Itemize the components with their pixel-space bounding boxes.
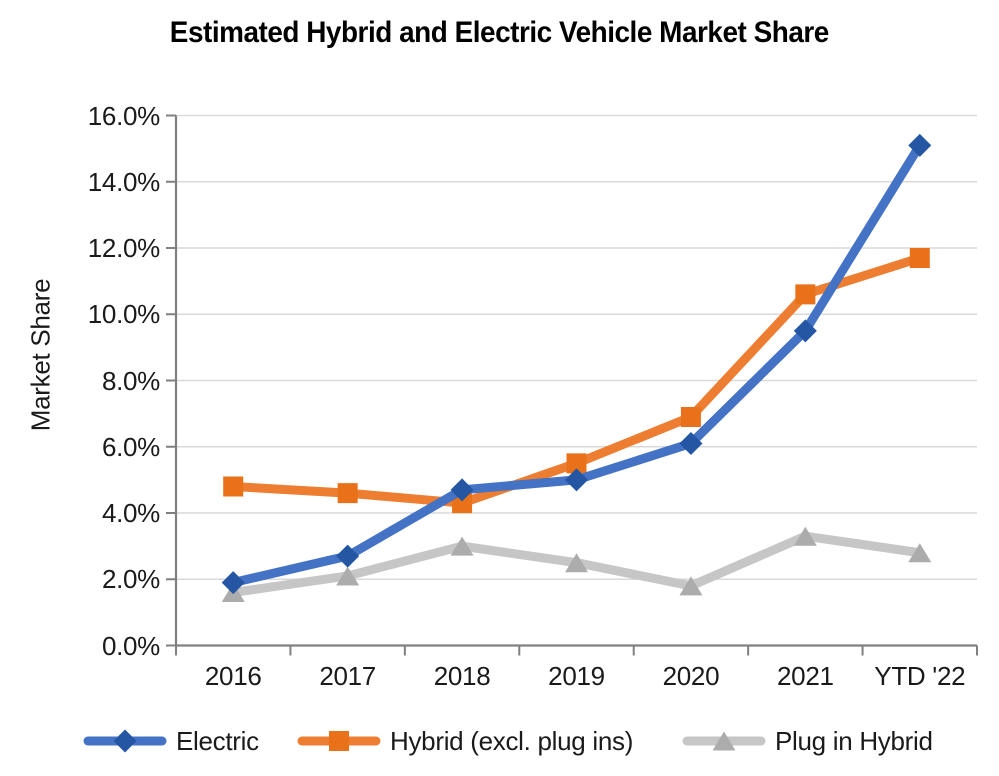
y-tick-label: 4.0% bbox=[101, 498, 160, 528]
data-point-electric-2017 bbox=[336, 544, 360, 568]
data-point-plug-in-hybrid-2021 bbox=[793, 526, 817, 546]
legend-swatch-diamond-icon bbox=[83, 729, 167, 753]
x-tick-label-2021: 2021 bbox=[777, 661, 834, 691]
data-point-electric-ytd-22 bbox=[908, 133, 932, 157]
data-point-plug-in-hybrid-2018 bbox=[450, 536, 474, 556]
data-point-hybrid-excl-plug-ins-2021 bbox=[795, 284, 816, 305]
legend-swatch-square-icon bbox=[297, 731, 381, 751]
y-tick-label: 12.0% bbox=[87, 233, 161, 263]
data-point-hybrid-excl-plug-ins-ytd-22 bbox=[909, 247, 930, 268]
data-point-electric-2016 bbox=[221, 571, 245, 595]
chart-legend: Electric Hybrid (excl. plug ins) Plug in H… bbox=[0, 721, 999, 761]
y-tick-label: 8.0% bbox=[101, 365, 160, 396]
legend-item-electric: Electric bbox=[83, 721, 259, 761]
data-point-hybrid-excl-plug-ins-2017 bbox=[337, 483, 358, 504]
x-tick-label-2016: 2016 bbox=[204, 661, 262, 691]
data-point-electric-2020 bbox=[679, 431, 703, 455]
y-tick-label: 10.0% bbox=[87, 299, 161, 330]
y-tick-label: 14.0% bbox=[87, 166, 161, 197]
y-tick-label: 6.0% bbox=[101, 431, 160, 462]
x-tick-label-2019: 2019 bbox=[548, 661, 605, 691]
chart-title: Estimated Hybrid and Electric Vehicle Ma… bbox=[0, 16, 999, 50]
data-point-electric-2019 bbox=[565, 468, 588, 492]
data-point-plug-in-hybrid-2020 bbox=[679, 576, 703, 596]
data-point-hybrid-excl-plug-ins-2016 bbox=[223, 476, 244, 497]
data-point-hybrid-excl-plug-ins-2019 bbox=[566, 453, 587, 474]
data-point-electric-2021 bbox=[793, 319, 817, 343]
y-tick-label: 0.0% bbox=[101, 630, 160, 661]
x-tick-label-2020: 2020 bbox=[662, 661, 720, 691]
series-line-electric bbox=[228, 140, 925, 588]
x-tick-label-2017: 2017 bbox=[319, 661, 376, 691]
legend-label: Plug in Hybrid bbox=[775, 725, 933, 756]
legend-item-hybrid-excl-plug-ins: Hybrid (excl. plug ins) bbox=[297, 721, 633, 761]
legend-swatch-triangle-icon bbox=[682, 731, 766, 751]
x-tick-label-ytd-22: YTD '22 bbox=[874, 661, 966, 691]
data-point-plug-in-hybrid-2019 bbox=[565, 553, 588, 573]
y-tick-label: 16.0% bbox=[87, 100, 161, 131]
chart-title-text: Estimated Hybrid and Electric Vehicle Ma… bbox=[169, 16, 830, 49]
data-point-hybrid-excl-plug-ins-2020 bbox=[680, 406, 701, 427]
data-point-hybrid-excl-plug-ins-2018 bbox=[452, 493, 473, 514]
data-point-plug-in-hybrid-2017 bbox=[336, 566, 360, 586]
data-point-electric-2018 bbox=[450, 478, 474, 502]
legend-label: Hybrid (excl. plug ins) bbox=[390, 725, 634, 756]
data-point-plug-in-hybrid-ytd-22 bbox=[908, 543, 932, 563]
x-tick-label-2018: 2018 bbox=[433, 661, 491, 691]
legend-item-plug-in-hybrid: Plug in Hybrid bbox=[682, 721, 933, 761]
y-tick-label: 2.0% bbox=[101, 564, 160, 595]
legend-label: Electric bbox=[176, 725, 259, 756]
